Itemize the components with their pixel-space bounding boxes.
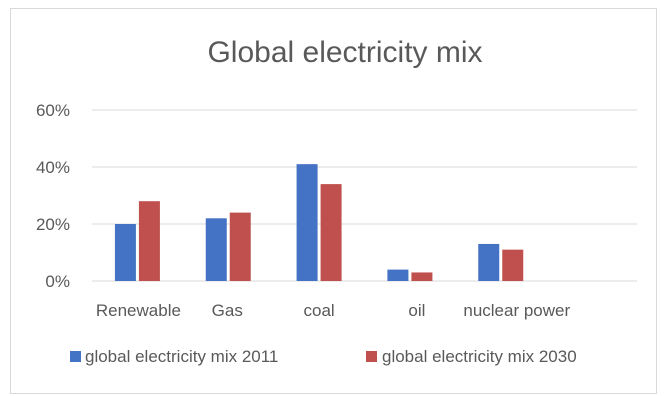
legend: global electricity mix 2011 global electr…: [70, 347, 577, 366]
x-category-label: nuclear power: [463, 301, 570, 320]
x-axis-categories: Renewable Gas coal oil nuclear power: [96, 301, 571, 320]
bar-2011: [478, 243, 500, 281]
bar-2011: [296, 164, 318, 281]
bar-2030: [502, 249, 524, 281]
bar-2011: [205, 218, 227, 281]
y-tick-label: 60%: [36, 101, 70, 120]
bar-2011: [114, 224, 136, 281]
y-tick-label: 0%: [45, 272, 70, 291]
x-category-label: Renewable: [96, 301, 181, 320]
y-axis-ticks: 0% 20% 40% 60%: [36, 101, 70, 291]
bar-2030: [138, 201, 160, 281]
legend-swatch: [70, 351, 81, 362]
y-tick-label: 40%: [36, 158, 70, 177]
gridlines: [92, 109, 637, 282]
x-category-label: oil: [408, 301, 425, 320]
bars: [114, 164, 524, 281]
y-tick-label: 20%: [36, 215, 70, 234]
x-category-label: coal: [303, 301, 334, 320]
chart-title: Global electricity mix: [207, 36, 482, 69]
bar-2030: [229, 212, 251, 281]
bar-2011: [387, 269, 409, 281]
bar-2030: [320, 184, 342, 281]
legend-label: global electricity mix 2011: [85, 347, 278, 366]
legend-label: global electricity mix 2030: [382, 347, 577, 366]
x-category-label: Gas: [212, 301, 243, 320]
bar-2030: [411, 272, 433, 281]
legend-swatch: [366, 351, 377, 362]
